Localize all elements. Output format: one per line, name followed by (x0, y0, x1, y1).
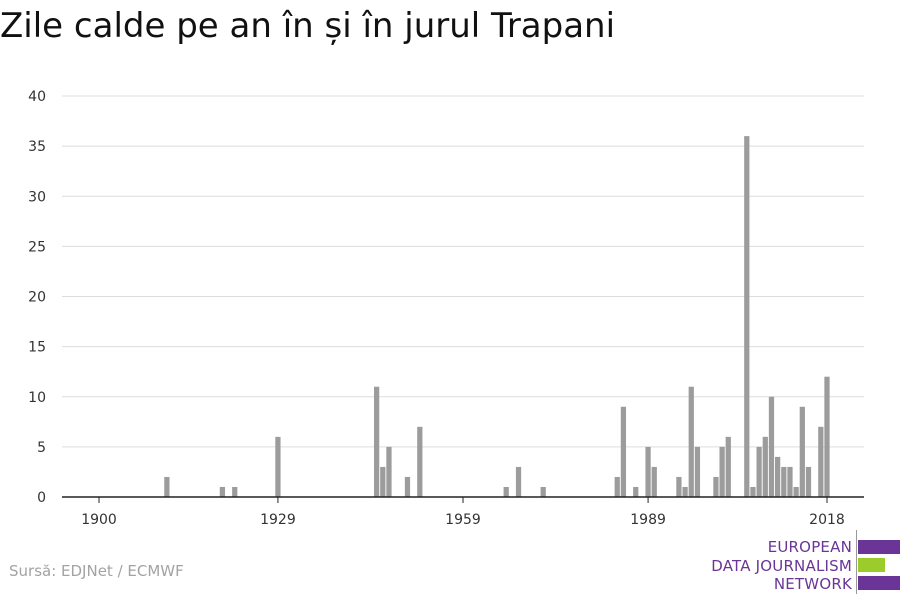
y-tick-label: 40 (28, 89, 46, 105)
logo-line-european: EUROPEAN (767, 538, 852, 556)
y-tick-label: 0 (37, 490, 46, 506)
y-tick-label: 5 (37, 440, 46, 456)
bar (787, 466, 793, 497)
x-tick-label: 2018 (809, 512, 845, 528)
bar (781, 466, 787, 497)
y-tick-label: 15 (28, 340, 46, 356)
bars (164, 136, 830, 497)
bar (651, 466, 657, 497)
y-tick-label: 20 (28, 290, 46, 306)
bar (750, 486, 756, 497)
x-tick-label: 1959 (445, 512, 481, 528)
logo-bar-purple-top (858, 540, 900, 554)
bar (232, 486, 238, 497)
bar-chart: 0 5 10 15 20 25 30 35 40 1900 1929 1959 1989 2018 (28, 89, 864, 528)
bar (164, 476, 170, 497)
bar (515, 466, 522, 497)
bar (404, 476, 411, 497)
logo-bar-purple-bottom (858, 576, 900, 590)
y-tick-label: 25 (28, 239, 46, 255)
y-tick-label: 35 (28, 139, 46, 155)
bar (380, 466, 386, 497)
edjnet-logo: EUROPEAN DATA JOURNALISM NETWORK (700, 530, 900, 594)
bar (645, 446, 651, 497)
bar (719, 446, 725, 497)
source-note: Sursă: EDJNet / ECMWF (9, 562, 184, 580)
bar (744, 136, 750, 497)
bar (620, 406, 627, 497)
bar (799, 406, 805, 497)
bar (824, 376, 830, 497)
bar (614, 476, 620, 497)
x-tick-label: 1929 (260, 512, 296, 528)
y-axis-ticks: 0 5 10 15 20 25 30 35 40 (28, 89, 46, 506)
bar (762, 436, 768, 497)
y-tick-label: 30 (28, 189, 46, 205)
bar (275, 436, 281, 497)
bar (756, 446, 762, 497)
y-tick-label: 10 (28, 390, 46, 406)
bar (676, 476, 682, 497)
bar (540, 486, 546, 497)
bar (793, 486, 799, 497)
bar (725, 436, 731, 497)
logo-line-network: NETWORK (773, 575, 852, 593)
bar (694, 446, 701, 497)
gridlines (62, 95, 864, 448)
logo-divider (856, 530, 857, 594)
bar (633, 486, 639, 497)
logo-bar-green (858, 558, 885, 572)
bar (219, 486, 226, 497)
bar (386, 446, 392, 497)
logo-line-data-journalism: DATA JOURNALISM (711, 557, 852, 575)
bar (818, 426, 824, 497)
bar (503, 486, 509, 497)
bar (417, 426, 423, 497)
bar (713, 476, 719, 497)
bar (688, 386, 694, 497)
bar (805, 466, 812, 497)
x-tick-label: 1900 (81, 512, 117, 528)
chart-title: Zile calde pe an în și în jurul Trapani (0, 6, 616, 46)
x-tick-label: 1989 (630, 512, 666, 528)
bar (374, 386, 380, 497)
bar (768, 396, 775, 497)
bar (682, 486, 688, 497)
x-axis: 1900 1929 1959 1989 2018 (62, 496, 864, 528)
bar (775, 456, 781, 497)
